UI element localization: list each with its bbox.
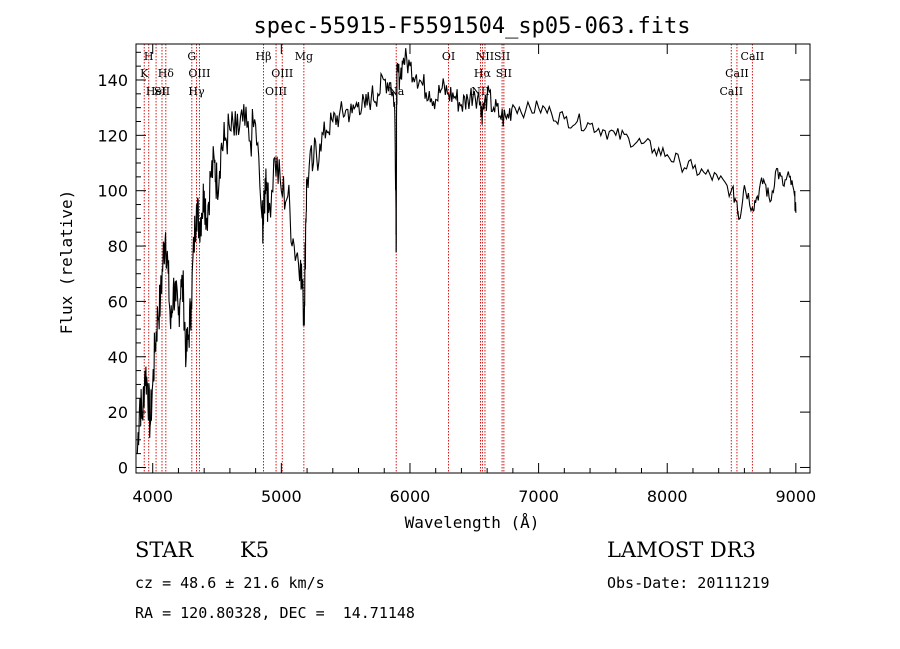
y-tick-label-3: 60	[108, 292, 128, 311]
y-tick-label-4: 80	[108, 237, 128, 256]
x-tick-label-1: 5000	[261, 487, 302, 506]
x-tick-label-2: 6000	[390, 487, 431, 506]
line-mark-label-19: CaII	[719, 85, 743, 98]
x-axis-label: Wavelength (Å)	[405, 513, 540, 532]
line-mark-label-11: Mg	[295, 50, 313, 63]
x-tick-label-0: 4000	[132, 487, 173, 506]
y-tick-label-5: 100	[97, 182, 128, 201]
y-tick-label-7: 140	[97, 71, 128, 90]
line-mark-label-21: CaII	[741, 50, 765, 63]
plot-frame	[135, 43, 811, 474]
line-mark-label-7: OIII	[188, 67, 210, 80]
y-axis-label: Flux (relative)	[57, 190, 76, 335]
line-mark-label-16: NII	[476, 50, 494, 63]
line-mark-label-3: SII	[154, 85, 170, 98]
line-mark-label-5: G	[187, 50, 196, 63]
line-mark-label-13: OI	[442, 50, 455, 63]
series-line-flux	[136, 48, 797, 454]
chart-title: spec-55915-F5591504_sp05-063.fits	[253, 14, 690, 39]
redshift-info: cz = 48.6 ± 21.6 km/s	[135, 574, 325, 592]
line-mark-label-4: Hδ	[158, 67, 175, 80]
line-marks-group: KHHeISIIHδGHγOIIIHβOIIIOIIIMgNaOINIIHαNI…	[140, 44, 764, 473]
line-mark-label-14: NII	[471, 85, 489, 98]
line-mark-label-0: K	[140, 67, 149, 80]
x-tick-label-4: 8000	[647, 487, 688, 506]
line-mark-label-2: HeI	[146, 85, 166, 98]
y-tick-label-2: 40	[108, 348, 128, 367]
x-axis: 4000 5000 6000 7000 8000 9000	[132, 44, 816, 506]
line-mark-label-15: Hα	[474, 67, 492, 80]
line-mark-label-10: OIII	[271, 67, 293, 80]
line-mark-label-20: CaII	[725, 67, 749, 80]
y-tick-label-0: 0	[118, 458, 128, 477]
x-tick-label-3: 7000	[518, 487, 559, 506]
line-mark-label-6: Hγ	[188, 85, 205, 98]
line-mark-label-17: SII	[494, 50, 510, 63]
survey-name: LAMOST DR3	[607, 538, 756, 562]
line-mark-label-9: OIII	[265, 85, 287, 98]
coordinates: RA = 120.80328, DEC = 14.71148	[135, 604, 415, 622]
object-subclass: K5	[240, 538, 270, 562]
y-tick-label-1: 20	[108, 403, 128, 422]
line-mark-label-8: Hβ	[255, 50, 271, 63]
line-mark-label-1: H	[144, 50, 154, 63]
line-mark-label-18: SII	[496, 67, 512, 80]
x-tick-label-5: 9000	[775, 487, 816, 506]
y-axis: 0 20 40 60 80 100 120 140	[97, 51, 810, 477]
y-tick-label-6: 120	[97, 126, 128, 145]
object-class: STAR	[135, 538, 194, 562]
obs-date: Obs-Date: 20111219	[607, 574, 770, 592]
